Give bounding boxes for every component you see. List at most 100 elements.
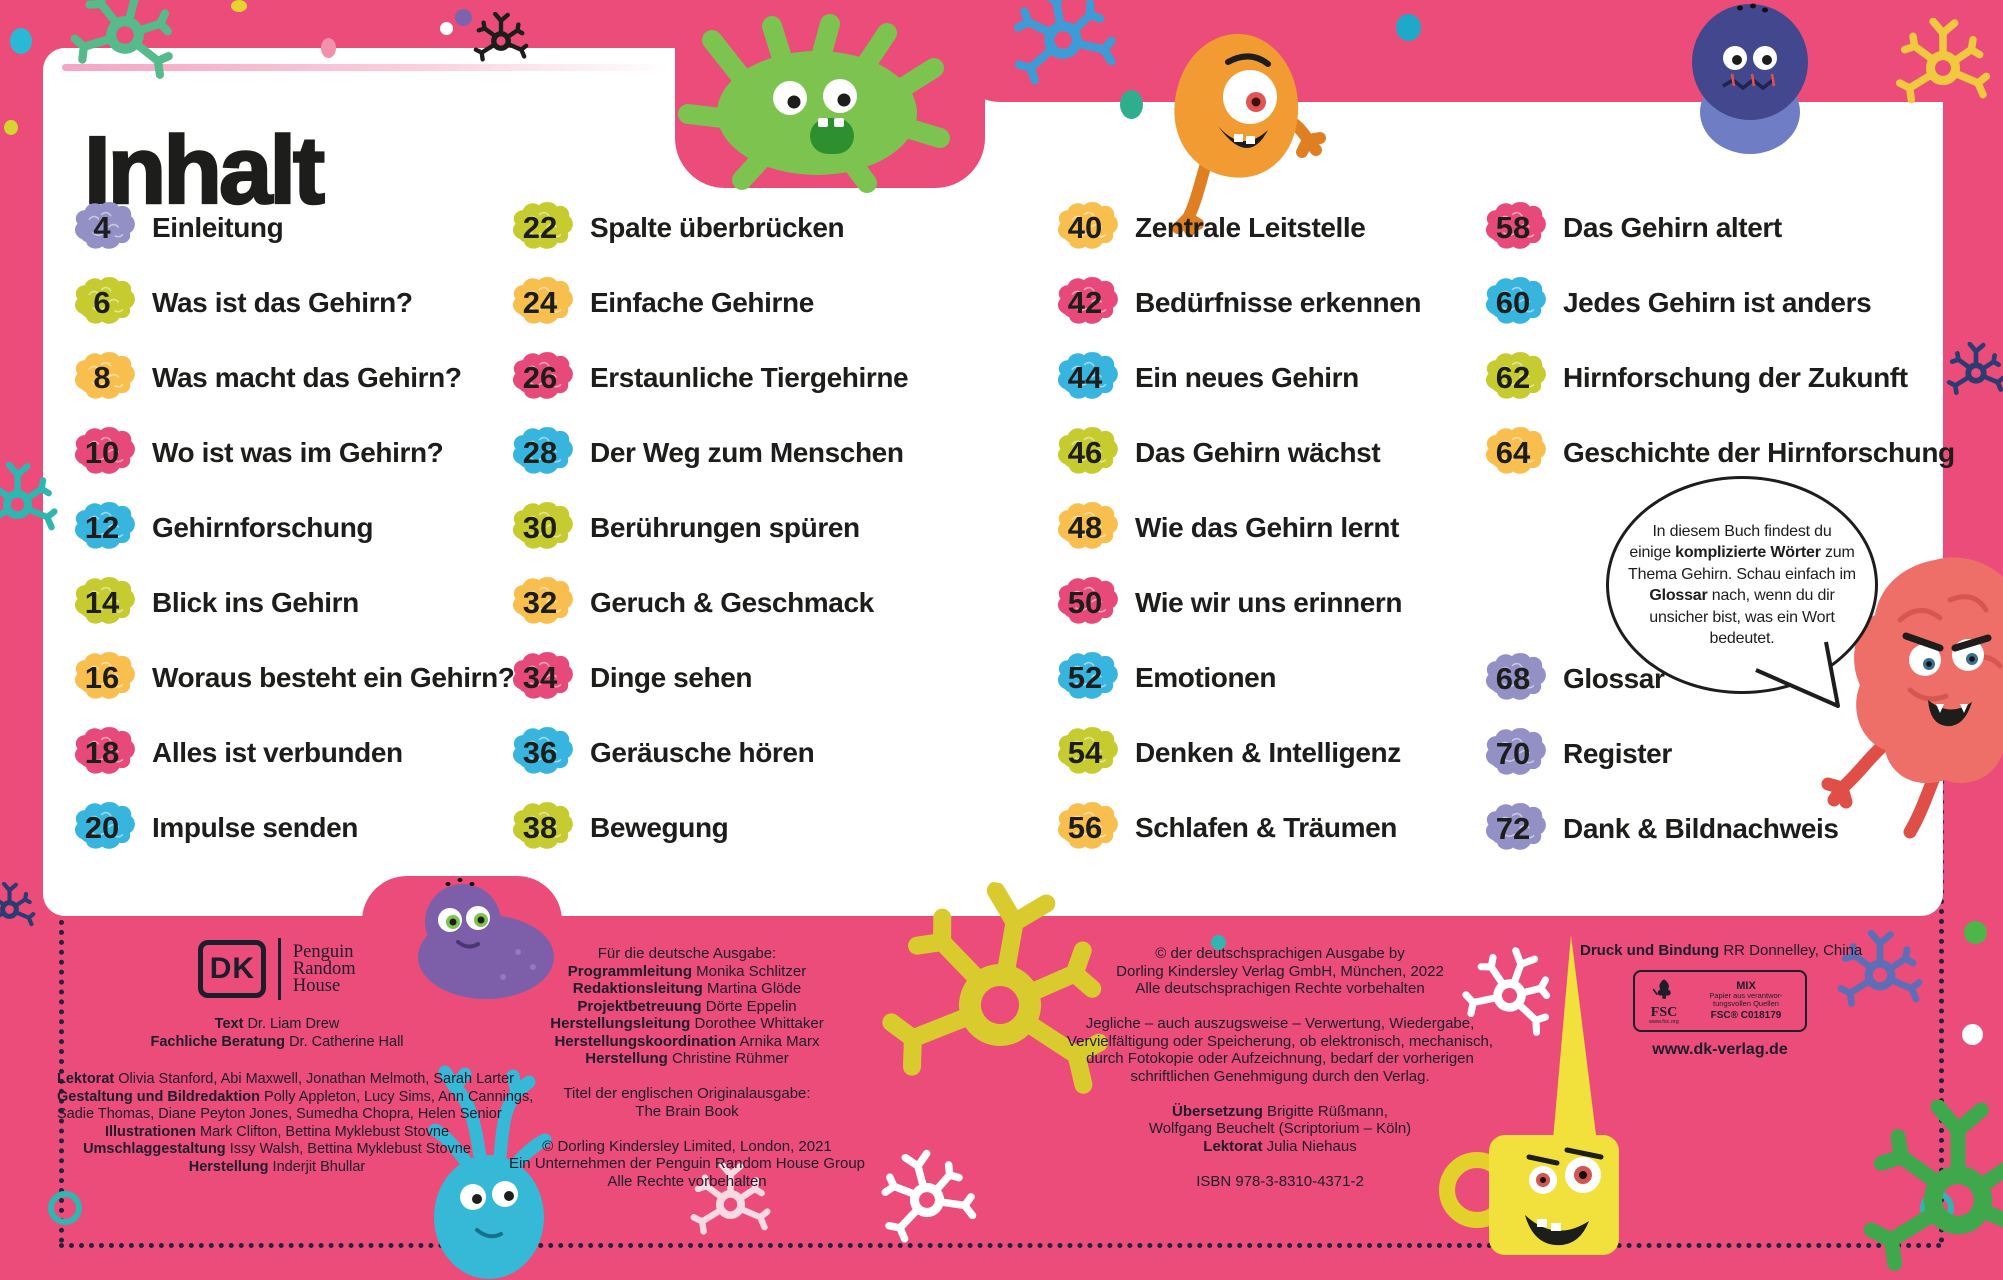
- page-number: 22: [522, 209, 558, 245]
- toc-entry: 58 Das Gehirn altert: [1483, 190, 1955, 265]
- page-number: 70: [1495, 735, 1531, 771]
- page-number: 46: [1067, 434, 1103, 470]
- dotted-border-right: [1939, 690, 1944, 1243]
- speech-bubble-tail: [1755, 641, 1840, 708]
- toc-entry: 26 Erstaunliche Tiergehirne: [510, 340, 909, 415]
- toc-entry: 18 Alles ist verbunden: [72, 715, 514, 790]
- page-number: 12: [84, 509, 120, 545]
- page-number: 52: [1067, 659, 1103, 695]
- logo-divider: [278, 938, 281, 1000]
- imprint-line: Penguin: [292, 941, 354, 962]
- toc-entry: 6 Was ist das Gehirn?: [72, 265, 514, 340]
- publisher-logo-row: DK Penguin Random House: [57, 938, 497, 1000]
- toc-entry: 22 Spalte überbrücken: [510, 190, 908, 265]
- page-badge: 60: [1483, 276, 1547, 330]
- toc-entry: 4 Einleitung: [72, 190, 514, 265]
- toc-label: Wie wir uns erinnern: [1135, 586, 1403, 618]
- confetti-dot: [1964, 921, 1987, 944]
- confetti-dot: [321, 38, 336, 58]
- speech-bubble: In diesem Buch findest du einige komplizi…: [1606, 476, 1878, 694]
- toc-label: Blick ins Gehirn: [152, 586, 359, 618]
- toc-entry: 14 Blick ins Gehirn: [72, 565, 514, 640]
- toc-entry: 30 Berührungen spüren: [510, 490, 908, 565]
- page-number: 32: [522, 584, 558, 620]
- ring-dot: [48, 1191, 82, 1225]
- toc-entry: 60 Jedes Gehirn ist anders: [1483, 265, 1955, 340]
- toc-label: Ein neues Gehirn: [1135, 361, 1359, 393]
- page-number: 36: [522, 734, 558, 770]
- imprint-line: Random: [292, 958, 356, 979]
- fsc-acronym: FSC: [1650, 1004, 1678, 1020]
- page-number: 24: [522, 284, 558, 320]
- credit-line: Ein Unternehmen der Penguin Random House…: [508, 1155, 866, 1172]
- teal-neuron-icon: [0, 462, 60, 547]
- toc-entry: 40 Zentrale Leitstelle: [1055, 190, 1421, 265]
- teal-cell-character: [428, 1065, 552, 1279]
- page-number: 28: [522, 434, 558, 470]
- credit-line: Lektorat Olivia Stanford, Abi Maxwell, J…: [57, 1071, 514, 1087]
- toc-entry: 24 Einfache Gehirne: [510, 265, 908, 340]
- page-badge: 28: [510, 426, 574, 480]
- page-badge: 62: [1483, 351, 1547, 405]
- toc-label: Glossar: [1563, 662, 1665, 694]
- credit-line: Umschlaggestaltung Issy Walsh, Bettina M…: [83, 1141, 471, 1157]
- page-badge: 58: [1483, 201, 1547, 255]
- speech-bubble-line: Glossar nach, wenn du dir: [1649, 587, 1835, 604]
- page-number: 38: [522, 809, 558, 845]
- toc-column-4-bottom: 68 Glossar 70 Register 72 Dank & Bildnac…: [1483, 641, 1839, 866]
- toc-entry: 38 Bewegung: [510, 790, 908, 865]
- speech-bubble-line: In diesem Buch findest du: [1652, 522, 1832, 540]
- toc-label: Geräusche hören: [590, 736, 815, 768]
- toc-entry: 28 Der Weg zum Menschen: [510, 415, 908, 490]
- dotted-border-left: [59, 920, 64, 1243]
- green-cell-monster: [678, 14, 950, 193]
- toc-entry: 62 Hirnforschung der Zukunft: [1483, 340, 1955, 415]
- dotted-border-bottom: [59, 1243, 1943, 1248]
- toc-label: Dank & Bildnachweis: [1563, 812, 1839, 844]
- page-badge: 46: [1055, 426, 1119, 480]
- page-badge: 18: [72, 726, 136, 780]
- page-number: 20: [84, 809, 120, 845]
- page-badge: 50: [1055, 576, 1119, 630]
- page-number: 58: [1495, 209, 1531, 245]
- confetti-dot: [1962, 1024, 1983, 1045]
- page-number: 6: [93, 284, 111, 320]
- page-number: 50: [1067, 584, 1103, 620]
- page-badge: 38: [510, 801, 574, 855]
- page-badge: 48: [1055, 501, 1119, 555]
- toc-label: Einleitung: [152, 211, 284, 243]
- toc-label: Dinge sehen: [590, 661, 753, 693]
- toc-entry: 56 Schlafen & Träumen: [1055, 790, 1421, 865]
- credit-line: Übersetzung Brigitte Rüßmann,: [1172, 1102, 1388, 1120]
- toc-entry: 44 Ein neues Gehirn: [1055, 340, 1421, 415]
- toc-label: Emotionen: [1135, 661, 1277, 693]
- credit-line: Alle deutschsprachigen Rechte vorbehalte…: [1135, 980, 1425, 997]
- toc-entry: 50 Wie wir uns erinnern: [1055, 565, 1421, 640]
- toc-label: Bedürfnisse erkennen: [1135, 286, 1422, 318]
- german-edition-block: Für die deutsche Ausgabe: Programmleitung…: [470, 945, 904, 1190]
- toc-label: Was macht das Gehirn?: [152, 361, 462, 393]
- toc-entry: 42 Bedürfnisse erkennen: [1055, 265, 1422, 340]
- page-number: 68: [1495, 660, 1531, 696]
- credit-line: Herstellungskoordination Arnika Marx: [554, 1032, 820, 1050]
- toc-entry: 54 Denken & Intelligenz: [1055, 715, 1421, 790]
- fsc-claim: Papier aus verantwor-tungsvollen Quellen: [1693, 991, 1799, 1008]
- page-badge: 72: [1483, 802, 1547, 856]
- red-brain-character: [1821, 557, 2003, 839]
- purple-slug-character: [418, 878, 554, 999]
- page-badge: 12: [72, 501, 136, 555]
- fsc-tree-icon: [1652, 978, 1671, 999]
- content-panel: [43, 48, 1943, 916]
- confetti-dot: [455, 9, 472, 26]
- confetti-dot: [1120, 90, 1143, 119]
- confetti-dot: [10, 28, 32, 54]
- page-badge: 32: [510, 576, 574, 630]
- toc-entry: 10 Wo ist was im Gehirn?: [72, 415, 514, 490]
- toc-label: Wo ist was im Gehirn?: [152, 436, 444, 468]
- page-badge: 68: [1483, 652, 1547, 706]
- credit-line: Lektorat Julia Niehaus: [1203, 1137, 1357, 1155]
- speech-bubble-line: bedeutet.: [1709, 630, 1775, 647]
- toc-column-2: 22 Spalte überbrücken 24 Einfache Gehirn…: [510, 190, 909, 865]
- page-number: 64: [1495, 434, 1531, 470]
- speech-bubble-line: einige komplizierte Wörter zum: [1629, 544, 1855, 561]
